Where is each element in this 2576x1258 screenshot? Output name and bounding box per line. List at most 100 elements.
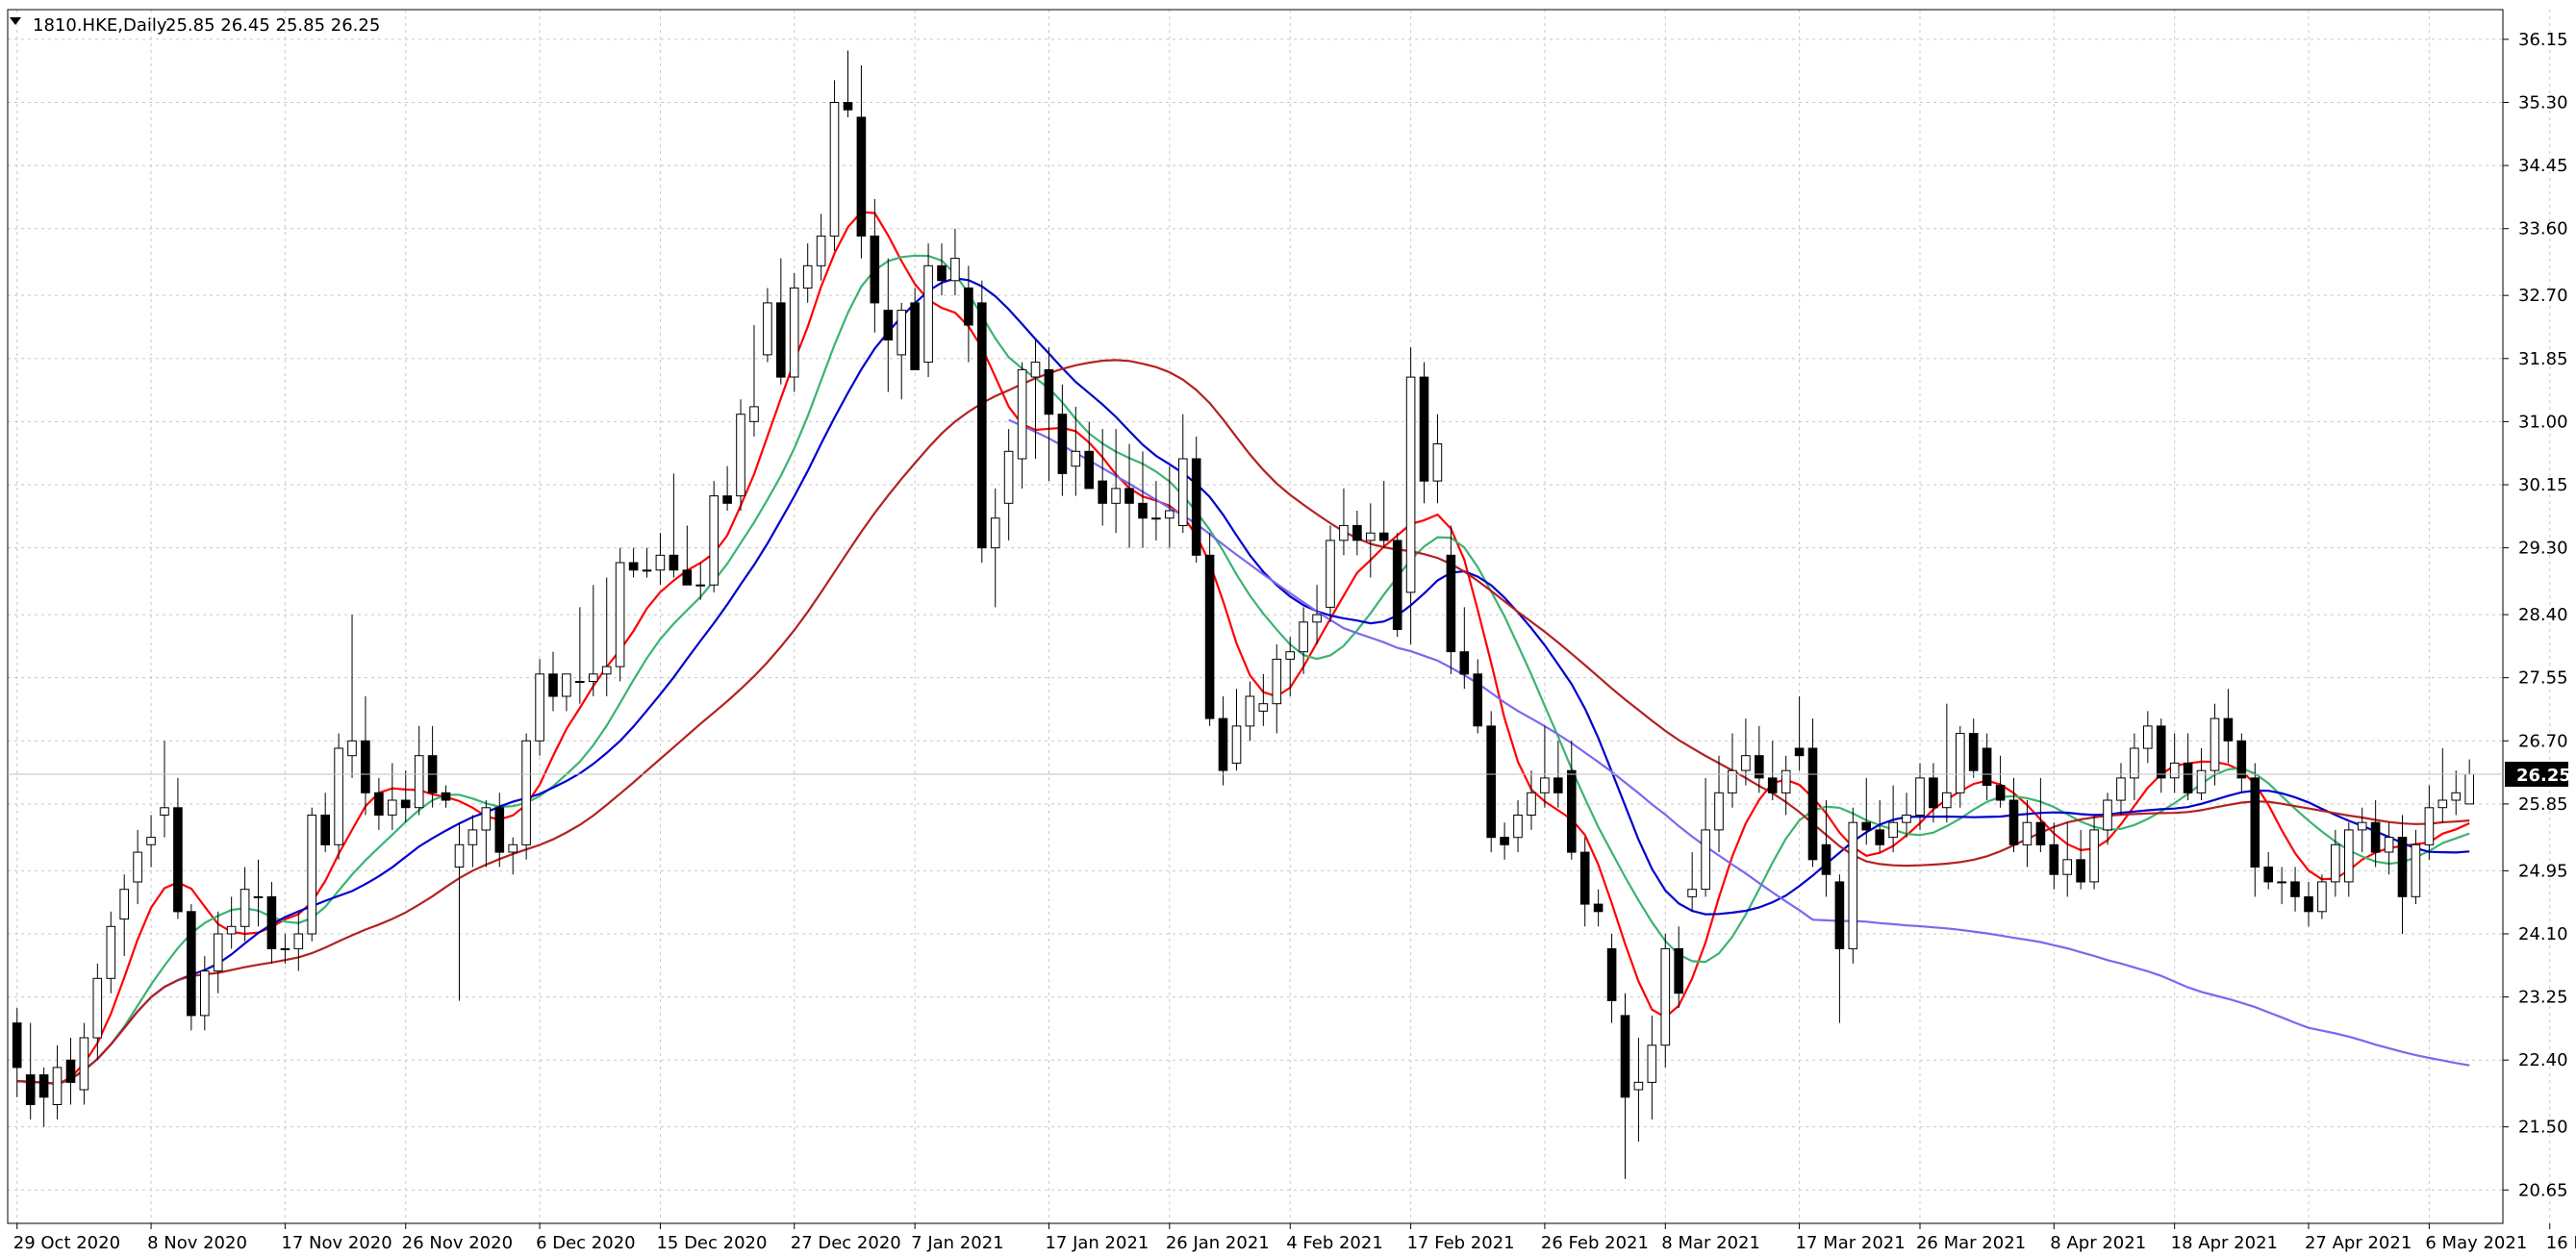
candle-body bbox=[12, 1022, 22, 1069]
candle bbox=[2304, 881, 2313, 927]
candle-body bbox=[1861, 821, 1872, 831]
x-tick-label: 17 Jan 2021 bbox=[1045, 1233, 1149, 1253]
candle-body bbox=[548, 673, 558, 697]
candle bbox=[2411, 829, 2421, 905]
candle-body bbox=[2437, 799, 2448, 809]
candle-body bbox=[2236, 740, 2247, 779]
y-tick-label: 30.15 bbox=[2518, 475, 2568, 495]
candle-body bbox=[1057, 414, 1068, 474]
candle-body bbox=[280, 947, 290, 950]
candle-body bbox=[1567, 769, 1577, 853]
candle bbox=[1258, 673, 1269, 726]
candle bbox=[1875, 800, 1885, 853]
x-tick-label: 7 Jan 2021 bbox=[911, 1233, 1003, 1253]
moving-average-line bbox=[16, 211, 2470, 1086]
candle bbox=[2035, 777, 2046, 853]
candle-body bbox=[2196, 769, 2207, 793]
candle bbox=[12, 1008, 22, 1097]
candle bbox=[307, 807, 316, 942]
candle bbox=[2143, 711, 2153, 764]
candle bbox=[2022, 800, 2033, 868]
candle bbox=[937, 243, 947, 296]
candle bbox=[146, 815, 156, 868]
candle-body bbox=[1299, 621, 1308, 653]
candle-body bbox=[1486, 725, 1497, 839]
y-tick-label: 29.30 bbox=[2518, 539, 2568, 559]
candle bbox=[92, 963, 103, 1061]
candle-body bbox=[682, 569, 693, 586]
candle bbox=[400, 770, 411, 823]
candle bbox=[334, 733, 343, 860]
candle bbox=[1312, 585, 1322, 644]
candle-body bbox=[334, 747, 343, 845]
candle bbox=[1044, 347, 1054, 482]
candle-body bbox=[1942, 792, 1952, 809]
candle bbox=[1339, 488, 1349, 556]
candle-body bbox=[1780, 769, 1791, 793]
candle-body bbox=[1151, 517, 1161, 520]
candle-body bbox=[2304, 895, 2313, 913]
candle-body bbox=[374, 792, 384, 816]
candle bbox=[1834, 874, 1845, 1023]
candle-body bbox=[347, 740, 357, 757]
candle bbox=[1780, 755, 1791, 816]
candle bbox=[2130, 733, 2139, 801]
candle-body bbox=[1956, 733, 1965, 793]
candle bbox=[2062, 822, 2072, 897]
candle-body bbox=[950, 258, 960, 282]
candle-body bbox=[655, 554, 666, 571]
candle-body bbox=[200, 970, 210, 1017]
candle-body bbox=[1593, 903, 1604, 913]
candle bbox=[1929, 763, 1938, 823]
candle-body bbox=[601, 666, 612, 675]
candle-body bbox=[1030, 362, 1041, 378]
candle-body bbox=[400, 799, 411, 809]
candle-body bbox=[1124, 488, 1134, 504]
candle-body bbox=[1728, 769, 1737, 793]
x-tick-label: 8 Mar 2021 bbox=[1661, 1233, 1760, 1253]
candle bbox=[709, 481, 720, 592]
candle bbox=[1178, 414, 1188, 534]
candle bbox=[1794, 695, 1805, 771]
x-tick-label: 18 Apr 2021 bbox=[2171, 1233, 2278, 1253]
candle-body bbox=[2370, 821, 2381, 853]
x-tick-label: 27 Dec 2020 bbox=[791, 1233, 901, 1253]
candle bbox=[1861, 777, 1872, 845]
candle-body bbox=[160, 807, 169, 816]
candle bbox=[910, 288, 920, 370]
candle-body bbox=[2411, 843, 2421, 897]
time-axis: 29 Oct 2020 8 Nov 2020 17 Nov 2020 26 Nov 2… bbox=[13, 1223, 2576, 1253]
moving-average-line bbox=[16, 277, 2470, 1086]
candle-body bbox=[2317, 881, 2327, 913]
candle-body bbox=[38, 1074, 49, 1098]
candle-body bbox=[1513, 815, 1523, 839]
candle-body bbox=[1111, 488, 1121, 504]
candle bbox=[1486, 711, 1497, 853]
candle-body bbox=[1138, 502, 1148, 519]
candle bbox=[1500, 822, 1509, 860]
triangle-down-icon[interactable] bbox=[10, 17, 21, 25]
current-price-label: 26.25 bbox=[2516, 766, 2571, 786]
candle-body bbox=[1540, 777, 1550, 793]
y-tick-label: 35.30 bbox=[2518, 92, 2568, 113]
candle bbox=[1191, 436, 1201, 564]
candle bbox=[2236, 733, 2247, 793]
candle bbox=[1513, 800, 1523, 853]
candle-body bbox=[1473, 673, 1483, 727]
candle-body bbox=[1915, 777, 1925, 817]
candle-body bbox=[2331, 843, 2340, 883]
candle-body bbox=[213, 933, 223, 972]
candle bbox=[494, 793, 505, 868]
candle bbox=[1687, 852, 1697, 912]
candle bbox=[816, 214, 826, 281]
candle bbox=[722, 465, 732, 512]
candle bbox=[1767, 741, 1778, 801]
candle-body bbox=[2464, 773, 2474, 805]
candle-body bbox=[2049, 843, 2059, 875]
moving-average-line bbox=[1008, 418, 2470, 1067]
candle-body bbox=[1553, 777, 1563, 793]
candle-body bbox=[2076, 859, 2085, 883]
candle-body bbox=[2250, 777, 2260, 868]
